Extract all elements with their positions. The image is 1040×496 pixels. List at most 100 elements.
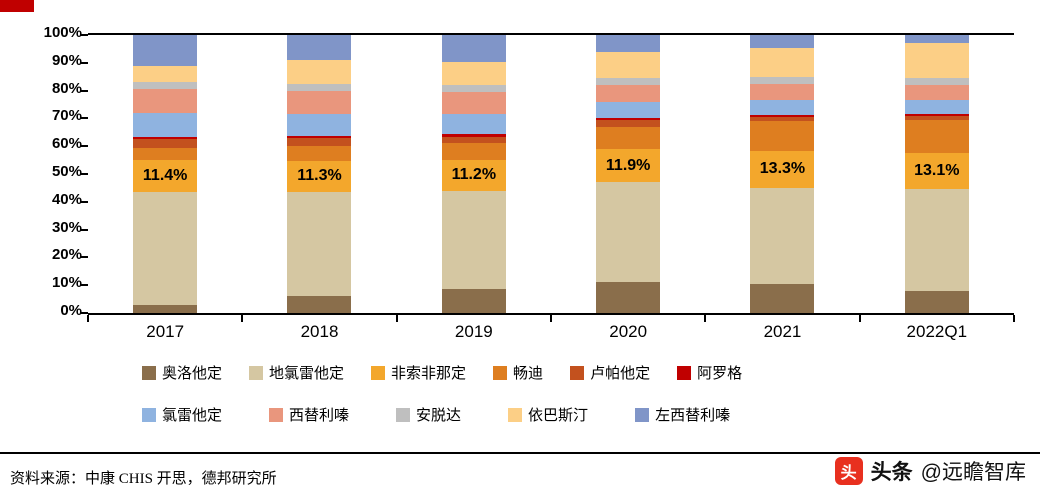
- bar-segment: 11.3%: [287, 160, 352, 193]
- legend-label: 西替利嗪: [289, 407, 350, 424]
- bar-segment: [133, 89, 198, 113]
- bar-segment: [133, 65, 198, 83]
- y-tick-mark: [81, 200, 88, 203]
- bar-segment: [750, 117, 815, 122]
- y-axis-label: 60%: [51, 135, 82, 153]
- bar-segment: [596, 282, 661, 313]
- y-axis-label: 90%: [51, 51, 82, 69]
- legend-item: 卢帕他定: [570, 362, 650, 383]
- y-tick-mark: [81, 256, 88, 259]
- legend-item: 畅迪: [493, 362, 543, 383]
- bar-slot: 11.9%: [551, 35, 705, 313]
- x-axis-label: 2018: [300, 322, 339, 341]
- legend-swatch: [677, 365, 692, 380]
- bar-segment: [904, 85, 969, 101]
- bar-segment: [904, 290, 969, 313]
- bar-segment: [596, 119, 661, 127]
- bar-segment: [904, 43, 969, 79]
- legend-swatch: [508, 407, 523, 422]
- bar-segment: [133, 139, 198, 148]
- y-tick-mark: [81, 89, 88, 92]
- bar-segment: [133, 35, 198, 66]
- legend-label: 卢帕他定: [590, 365, 651, 382]
- bar-segment: [596, 78, 661, 86]
- bar-segment: [441, 35, 506, 62]
- bar-slot: 13.3%: [705, 35, 859, 313]
- bar-slot: 11.4%: [88, 35, 242, 313]
- bar-segment: 11.9%: [596, 149, 661, 183]
- plot-area: 11.4% 11.3% 11.2% 11.9% 13.3% 13.1%: [81, 33, 1015, 322]
- bar-segment: [287, 90, 352, 115]
- x-tick-mark: [704, 315, 707, 322]
- watermark-handle: @远瞻智库: [920, 461, 1026, 484]
- bar: 11.9%: [596, 35, 661, 313]
- bar-segment: [287, 296, 352, 313]
- bar-segment: [596, 117, 661, 120]
- bar-segment: [750, 100, 815, 115]
- bar-slot: 11.3%: [242, 35, 396, 313]
- y-axis-label: 0%: [60, 302, 82, 319]
- legend-swatch: [635, 407, 650, 422]
- x-axis-label: 2022Q1: [906, 322, 968, 341]
- bar-segment: [287, 138, 352, 147]
- bar-segment: [904, 115, 969, 120]
- bar-segment: [441, 92, 506, 115]
- legend-item: 阿罗格: [677, 362, 742, 383]
- bar-segment: [904, 35, 969, 44]
- toutiao-logo-glyph: 头: [840, 465, 857, 482]
- legend-row-1: 奥洛他定 地氯雷他定 非索非那定 畅迪 卢帕他定 阿罗格: [142, 362, 742, 383]
- source-note: 资料来源：中康 CHIS 开思，德邦研究所: [10, 471, 277, 487]
- bar-data-label: 11.2%: [451, 166, 497, 184]
- legend-label: 地氯雷他定: [269, 365, 345, 382]
- x-axis-label: 2019: [454, 322, 493, 341]
- bar-segment: [441, 114, 506, 134]
- legend-item: 地氯雷他定: [249, 362, 344, 383]
- bar-segment: [904, 189, 969, 291]
- bar-segment: [596, 126, 661, 150]
- bar-slot: 13.1%: [860, 35, 1014, 313]
- bar-data-label: 13.3%: [759, 160, 806, 178]
- bar-segment: [287, 135, 352, 139]
- bar-segment: [287, 114, 352, 136]
- bar-segment: [750, 83, 815, 101]
- legend-item: 安脱达: [396, 404, 461, 425]
- legend-item: 奥洛他定: [142, 362, 222, 383]
- bar-segment: [133, 304, 198, 313]
- y-axis-label: 40%: [51, 190, 82, 208]
- bar-segment: [287, 83, 352, 91]
- bar-segment: 11.2%: [441, 159, 506, 191]
- bar: 11.2%: [441, 35, 506, 313]
- legend-swatch: [142, 365, 156, 380]
- x-axis: 2017 2018 2019 2020 2021 2022Q1: [88, 315, 1014, 342]
- bar-segment: [596, 182, 661, 283]
- bar-segment: [133, 136, 198, 140]
- legend-swatch: [142, 407, 156, 422]
- bar-segment: 11.4%: [133, 160, 198, 193]
- bar-segment: [441, 61, 506, 86]
- legend-label: 安脱达: [416, 407, 462, 424]
- bar-segment: [133, 112, 198, 137]
- bar-segment: [750, 35, 815, 48]
- watermark: 头 头条 @远瞻智库: [834, 456, 1026, 486]
- x-axis-label: 2020: [609, 322, 648, 341]
- legend-label: 非索非那定: [391, 365, 467, 382]
- x-tick-mark: [550, 315, 552, 322]
- bar: 11.4%: [133, 35, 198, 313]
- y-tick-mark: [81, 117, 88, 120]
- legend-swatch: [396, 407, 411, 422]
- y-axis-label: 30%: [51, 218, 82, 236]
- legend-swatch: [269, 407, 284, 422]
- y-axis-label: 100%: [43, 24, 82, 41]
- bar-segment: [441, 289, 506, 313]
- legend-item: 依巴斯汀: [508, 404, 588, 425]
- bar-segment: [904, 113, 969, 116]
- legend-label: 氯雷他定: [162, 407, 223, 424]
- x-tick-mark: [87, 315, 89, 322]
- legend-label: 左西替利嗪: [655, 407, 731, 424]
- bar-segment: [596, 101, 661, 118]
- bar-segment: [750, 121, 815, 151]
- x-tick-mark: [395, 315, 398, 322]
- bar-data-label: 11.4%: [142, 167, 188, 185]
- toutiao-logo-icon: 头: [834, 457, 863, 485]
